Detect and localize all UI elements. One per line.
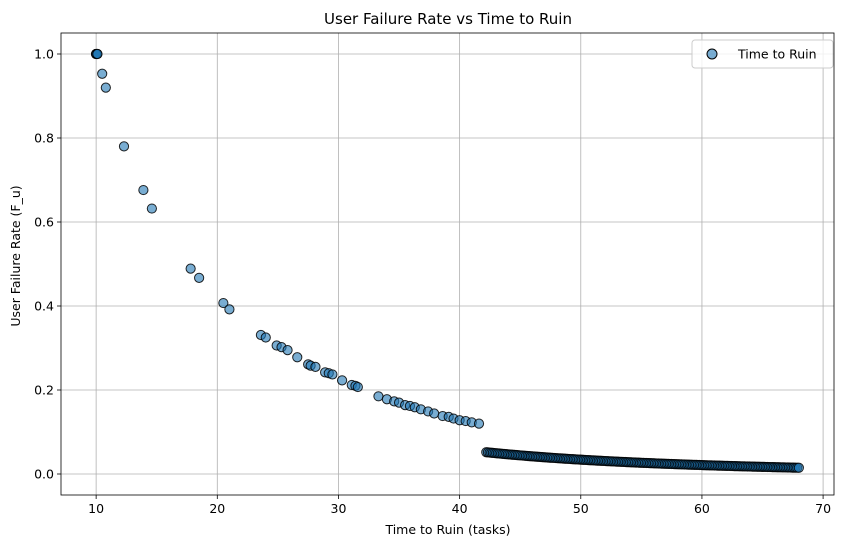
y-tick-label: 1.0 <box>34 47 54 62</box>
x-tick-label: 60 <box>694 501 710 516</box>
data-point <box>146 203 157 214</box>
y-tick-label: 0.2 <box>34 383 54 398</box>
y-tick-label: 0.0 <box>34 467 54 482</box>
data-point <box>292 352 303 363</box>
y-axis-label: User Failure Rate (F_u) <box>8 185 23 326</box>
x-tick-label: 30 <box>331 501 347 516</box>
x-axis-label: Time to Ruin (tasks) <box>384 522 510 537</box>
y-axis-ticks: 0.0 0.2 0.4 0.6 0.8 1.0 <box>34 47 61 482</box>
x-axis-ticks: 10 20 30 40 50 60 70 <box>88 495 831 516</box>
y-tick-label: 0.4 <box>34 299 54 314</box>
data-point <box>793 462 804 473</box>
data-point <box>224 304 235 315</box>
x-tick-label: 10 <box>88 501 104 516</box>
chart-title: User Failure Rate vs Time to Ruin <box>324 10 572 28</box>
data-point <box>327 369 338 380</box>
data-point <box>336 375 348 386</box>
data-point <box>92 48 103 60</box>
data-point <box>473 418 485 429</box>
data-point <box>218 297 229 309</box>
x-tick-label: 20 <box>209 501 225 516</box>
x-tick-label: 50 <box>573 501 589 516</box>
y-tick-label: 0.6 <box>34 215 54 230</box>
data-point <box>373 391 384 402</box>
grid-lines <box>61 33 834 495</box>
data-point <box>100 82 111 93</box>
data-point <box>118 141 130 152</box>
data-point <box>352 381 363 393</box>
data-point <box>260 332 271 343</box>
legend-marker <box>706 48 718 60</box>
data-points <box>91 48 804 473</box>
data-point <box>282 345 293 356</box>
x-tick-label: 40 <box>452 501 468 516</box>
legend-label-time-to-ruin: Time to Ruin <box>737 47 817 62</box>
data-point <box>310 361 321 372</box>
data-point <box>194 272 205 283</box>
x-tick-label: 70 <box>815 501 831 516</box>
data-point <box>429 408 440 419</box>
legend-box <box>691 39 834 69</box>
data-point <box>185 263 196 274</box>
plot-area-frame <box>60 32 835 496</box>
data-point <box>138 184 149 196</box>
legend: Time to Ruin <box>691 39 834 69</box>
y-tick-label: 0.8 <box>34 131 54 146</box>
data-point <box>97 68 108 79</box>
